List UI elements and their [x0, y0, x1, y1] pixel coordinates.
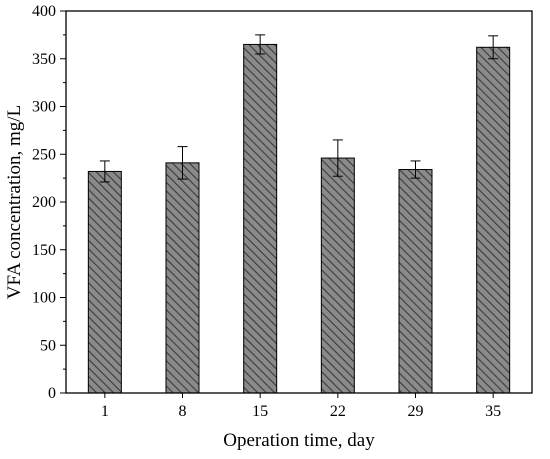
y-tick-label-400: 400: [32, 3, 56, 20]
error-bar-15: [255, 34, 266, 55]
y-axis-title: VFA concentration, mg/L: [4, 105, 25, 299]
error-bar-22: [332, 139, 343, 177]
error-bar-1: [99, 160, 110, 183]
bar-1: [87, 170, 122, 394]
y-tick-label-50: 50: [40, 337, 56, 354]
bar-8: [165, 162, 200, 394]
x-tick-label-15: 15: [252, 403, 268, 420]
bars-layer: [87, 43, 511, 394]
x-tick-label-22: 22: [330, 403, 346, 420]
error-bar-29: [410, 160, 421, 179]
y-tick-label-0: 0: [48, 385, 56, 402]
x-tick-label-29: 29: [408, 403, 424, 420]
x-tick-label-8: 8: [179, 403, 187, 420]
error-bar-35: [488, 35, 499, 60]
bar-22: [320, 157, 355, 394]
bar-35: [476, 46, 511, 394]
error-bars-layer: [99, 34, 499, 183]
y-tick-label-100: 100: [32, 290, 56, 307]
y-tick-label-350: 350: [32, 51, 56, 68]
error-bar-8: [177, 146, 188, 180]
x-axis-title: Operation time, day: [223, 430, 375, 451]
bar-29: [398, 169, 433, 394]
y-tick-label-250: 250: [32, 146, 56, 163]
x-tick-label-1: 1: [101, 403, 109, 420]
y-tick-label-200: 200: [32, 194, 56, 211]
bar-15: [243, 43, 278, 394]
plot-frame: [65, 10, 533, 394]
y-tick-label-150: 150: [32, 242, 56, 259]
y-tick-label-300: 300: [32, 99, 56, 116]
x-tick-label-35: 35: [485, 403, 501, 420]
